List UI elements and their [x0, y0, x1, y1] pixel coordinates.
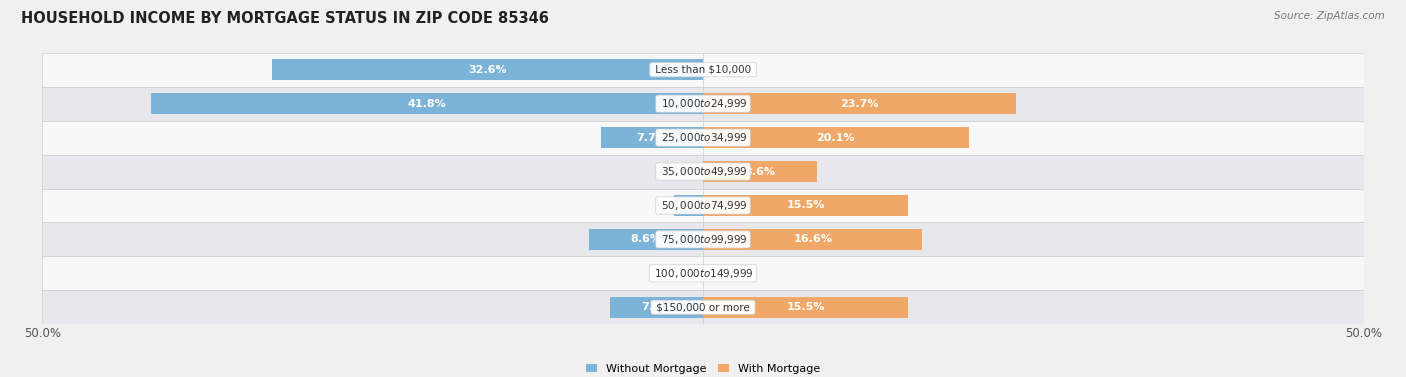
- Text: $10,000 to $24,999: $10,000 to $24,999: [658, 97, 748, 110]
- Legend: Without Mortgage, With Mortgage: Without Mortgage, With Mortgage: [582, 359, 824, 377]
- Bar: [42, 53, 1364, 87]
- Text: $25,000 to $34,999: $25,000 to $34,999: [658, 131, 748, 144]
- Bar: [610, 297, 703, 318]
- Text: 0.0%: 0.0%: [716, 65, 744, 75]
- Bar: [589, 229, 703, 250]
- Text: 20.1%: 20.1%: [817, 133, 855, 143]
- Text: 15.5%: 15.5%: [786, 302, 824, 312]
- Bar: [602, 127, 703, 148]
- Text: 41.8%: 41.8%: [408, 99, 446, 109]
- Bar: [703, 161, 817, 182]
- Bar: [703, 93, 1017, 114]
- Text: $150,000 or more: $150,000 or more: [652, 302, 754, 312]
- Bar: [273, 59, 703, 80]
- Bar: [703, 127, 969, 148]
- Text: 0.0%: 0.0%: [662, 167, 690, 176]
- Text: Source: ZipAtlas.com: Source: ZipAtlas.com: [1274, 11, 1385, 21]
- Bar: [42, 121, 1364, 155]
- Text: 8.6%: 8.6%: [744, 167, 775, 176]
- Text: 0.0%: 0.0%: [716, 268, 744, 278]
- Text: 23.7%: 23.7%: [841, 99, 879, 109]
- Text: HOUSEHOLD INCOME BY MORTGAGE STATUS IN ZIP CODE 85346: HOUSEHOLD INCOME BY MORTGAGE STATUS IN Z…: [21, 11, 548, 26]
- Bar: [42, 188, 1364, 222]
- Bar: [703, 297, 908, 318]
- Text: 15.5%: 15.5%: [786, 201, 824, 210]
- Text: 2.2%: 2.2%: [673, 201, 704, 210]
- Text: 32.6%: 32.6%: [468, 65, 508, 75]
- Text: $50,000 to $74,999: $50,000 to $74,999: [658, 199, 748, 212]
- Text: $75,000 to $99,999: $75,000 to $99,999: [658, 233, 748, 246]
- Text: 0.0%: 0.0%: [662, 268, 690, 278]
- Bar: [42, 222, 1364, 256]
- Text: 7.0%: 7.0%: [641, 302, 672, 312]
- Bar: [42, 256, 1364, 290]
- Text: 16.6%: 16.6%: [793, 234, 832, 244]
- Text: $35,000 to $49,999: $35,000 to $49,999: [658, 165, 748, 178]
- Bar: [150, 93, 703, 114]
- Bar: [703, 229, 922, 250]
- Bar: [42, 155, 1364, 188]
- Text: Less than $10,000: Less than $10,000: [652, 65, 754, 75]
- Bar: [42, 87, 1364, 121]
- Bar: [42, 290, 1364, 324]
- Text: $100,000 to $149,999: $100,000 to $149,999: [651, 267, 755, 280]
- Text: 8.6%: 8.6%: [631, 234, 662, 244]
- Text: 7.7%: 7.7%: [637, 133, 668, 143]
- Bar: [703, 195, 908, 216]
- Bar: [673, 195, 703, 216]
